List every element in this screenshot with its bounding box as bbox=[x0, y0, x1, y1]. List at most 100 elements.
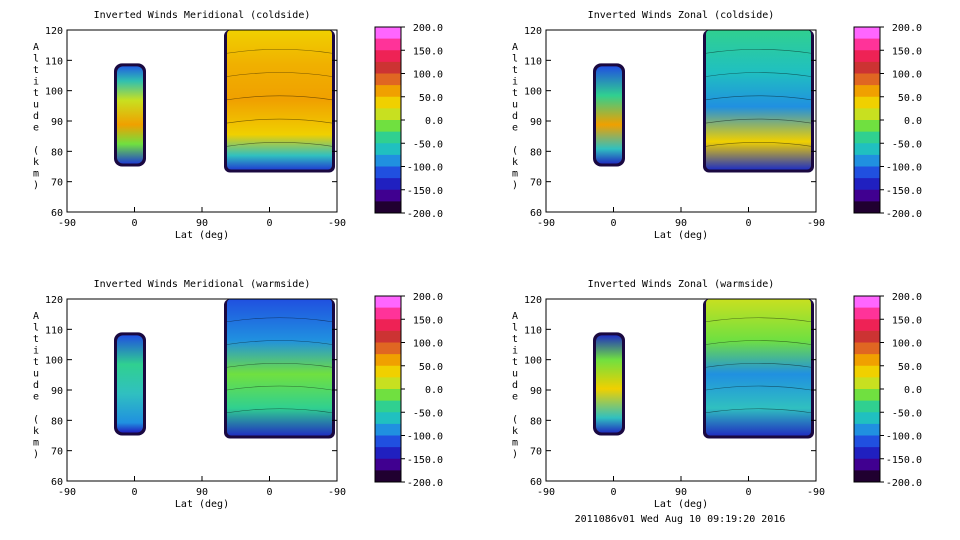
chart-title: Inverted Winds Zonal (warmside) bbox=[588, 279, 775, 290]
y-tick-label: 60 bbox=[530, 477, 542, 488]
panel-3: 60 70 80 90 100 110 120 -90 0 90 0 -90 Inverted Wind… bbox=[33, 279, 443, 510]
colorbar-label: -200.0 bbox=[886, 478, 922, 489]
x-tick-label: -90 bbox=[58, 487, 76, 498]
colorbar-label: -100.0 bbox=[886, 432, 922, 443]
colorbar-label: 200.0 bbox=[413, 23, 443, 34]
colorbar-label: 150.0 bbox=[892, 315, 922, 326]
colorbar-label: 0.0 bbox=[425, 385, 443, 396]
colorbar-label: -50.0 bbox=[892, 408, 922, 419]
colorbar-swatch bbox=[854, 447, 880, 460]
y-tick-label: 70 bbox=[530, 178, 542, 189]
chart-title: Inverted Winds Zonal (coldside) bbox=[588, 10, 775, 21]
colorbar-swatch bbox=[854, 296, 880, 309]
panel-4: 60 70 80 90 100 110 120 -90 0 90 0 -90 Inverted Wind… bbox=[512, 279, 922, 510]
colorbar-label: 100.0 bbox=[413, 339, 443, 350]
contour-line bbox=[226, 95, 333, 101]
x-tick-label: -90 bbox=[807, 218, 825, 229]
colorbar-swatch bbox=[375, 400, 401, 413]
y-tick-label: 70 bbox=[51, 178, 63, 189]
colorbar-label: 200.0 bbox=[413, 292, 443, 303]
y-tick-label: 60 bbox=[51, 477, 63, 488]
colorbar-swatch bbox=[854, 423, 880, 436]
y-tick-label: 90 bbox=[530, 117, 542, 128]
colorbar-swatch bbox=[375, 412, 401, 425]
colorbar-swatch bbox=[375, 85, 401, 98]
x-tick-label: 0 bbox=[745, 218, 751, 229]
colorbar-swatch bbox=[854, 143, 880, 156]
y-tick-label: 80 bbox=[530, 147, 542, 158]
colorbar-swatch bbox=[854, 61, 880, 74]
contour-line bbox=[705, 340, 812, 345]
y-tick-label: 120 bbox=[45, 295, 63, 306]
left-block-field bbox=[117, 335, 143, 433]
x-tick-label: -90 bbox=[537, 487, 555, 498]
colorbar-label: 100.0 bbox=[892, 339, 922, 350]
contour-line bbox=[705, 317, 812, 323]
contour-line bbox=[226, 340, 333, 345]
x-tick-label: 90 bbox=[675, 218, 687, 229]
colorbar-swatch bbox=[854, 201, 880, 214]
left-block-field bbox=[117, 66, 143, 164]
right-block-field bbox=[706, 299, 811, 436]
y-tick-label: 100 bbox=[45, 87, 63, 98]
y-tick-label: 90 bbox=[530, 386, 542, 397]
colorbar-label: 50.0 bbox=[419, 93, 443, 104]
left-block-field bbox=[596, 66, 622, 164]
y-tick-label: 80 bbox=[530, 416, 542, 427]
x-tick-label: -90 bbox=[328, 218, 346, 229]
colorbar-swatch bbox=[854, 154, 880, 167]
colorbar-swatch bbox=[375, 120, 401, 133]
colorbar-swatch bbox=[375, 27, 401, 40]
contour-line bbox=[226, 408, 333, 414]
colorbar-swatch bbox=[375, 96, 401, 109]
colorbar-swatch bbox=[375, 108, 401, 121]
y-tick-label: 90 bbox=[51, 386, 63, 397]
colorbar-swatch bbox=[854, 120, 880, 133]
panel-2: 60 70 80 90 100 110 120 -90 0 90 0 -90 Inverted Wind… bbox=[512, 10, 922, 241]
colorbar-swatch bbox=[375, 73, 401, 86]
y-tick-label: 80 bbox=[51, 147, 63, 158]
x-tick-label: 0 bbox=[745, 487, 751, 498]
contour-line bbox=[226, 118, 333, 124]
y-tick-label: 110 bbox=[524, 56, 542, 67]
colorbar-label: -100.0 bbox=[407, 432, 443, 443]
chart-title: Inverted Winds Meridional (warmside) bbox=[94, 279, 311, 290]
colorbar-swatch bbox=[854, 108, 880, 121]
right-block-field bbox=[706, 30, 811, 170]
colorbar-swatch bbox=[854, 389, 880, 402]
colorbar-swatch bbox=[854, 73, 880, 86]
contour-line bbox=[705, 362, 812, 368]
colorbar-label: -150.0 bbox=[886, 186, 922, 197]
colorbar-swatch bbox=[375, 143, 401, 156]
colorbar-label: 150.0 bbox=[413, 46, 443, 57]
x-tick-label: 0 bbox=[131, 218, 137, 229]
colorbar-label: -150.0 bbox=[886, 455, 922, 466]
colorbar-label: 50.0 bbox=[898, 93, 922, 104]
colorbar-swatch bbox=[854, 354, 880, 367]
x-tick-label: 90 bbox=[196, 218, 208, 229]
y-tick-label: 70 bbox=[530, 447, 542, 458]
x-axis-label: Lat (deg) bbox=[175, 499, 229, 510]
colorbar-label: -200.0 bbox=[886, 209, 922, 220]
colorbar-swatch bbox=[375, 201, 401, 214]
colorbar-swatch bbox=[375, 330, 401, 343]
colorbar-swatch bbox=[854, 178, 880, 191]
y-tick-label: 70 bbox=[51, 447, 63, 458]
colorbar-swatch bbox=[854, 307, 880, 320]
colorbar-swatch bbox=[854, 166, 880, 179]
colorbar-swatch bbox=[375, 470, 401, 483]
right-block-field bbox=[227, 30, 332, 170]
contour-line bbox=[705, 142, 812, 147]
colorbar-label: 0.0 bbox=[425, 116, 443, 127]
y-tick-label: 120 bbox=[524, 26, 542, 37]
colorbar-label: -200.0 bbox=[407, 209, 443, 220]
colorbar-swatch bbox=[854, 412, 880, 425]
x-tick-label: 90 bbox=[675, 487, 687, 498]
colorbar-swatch bbox=[854, 377, 880, 390]
colorbar-swatch bbox=[854, 85, 880, 98]
colorbar-swatch bbox=[375, 389, 401, 402]
colorbar-label: -100.0 bbox=[407, 163, 443, 174]
